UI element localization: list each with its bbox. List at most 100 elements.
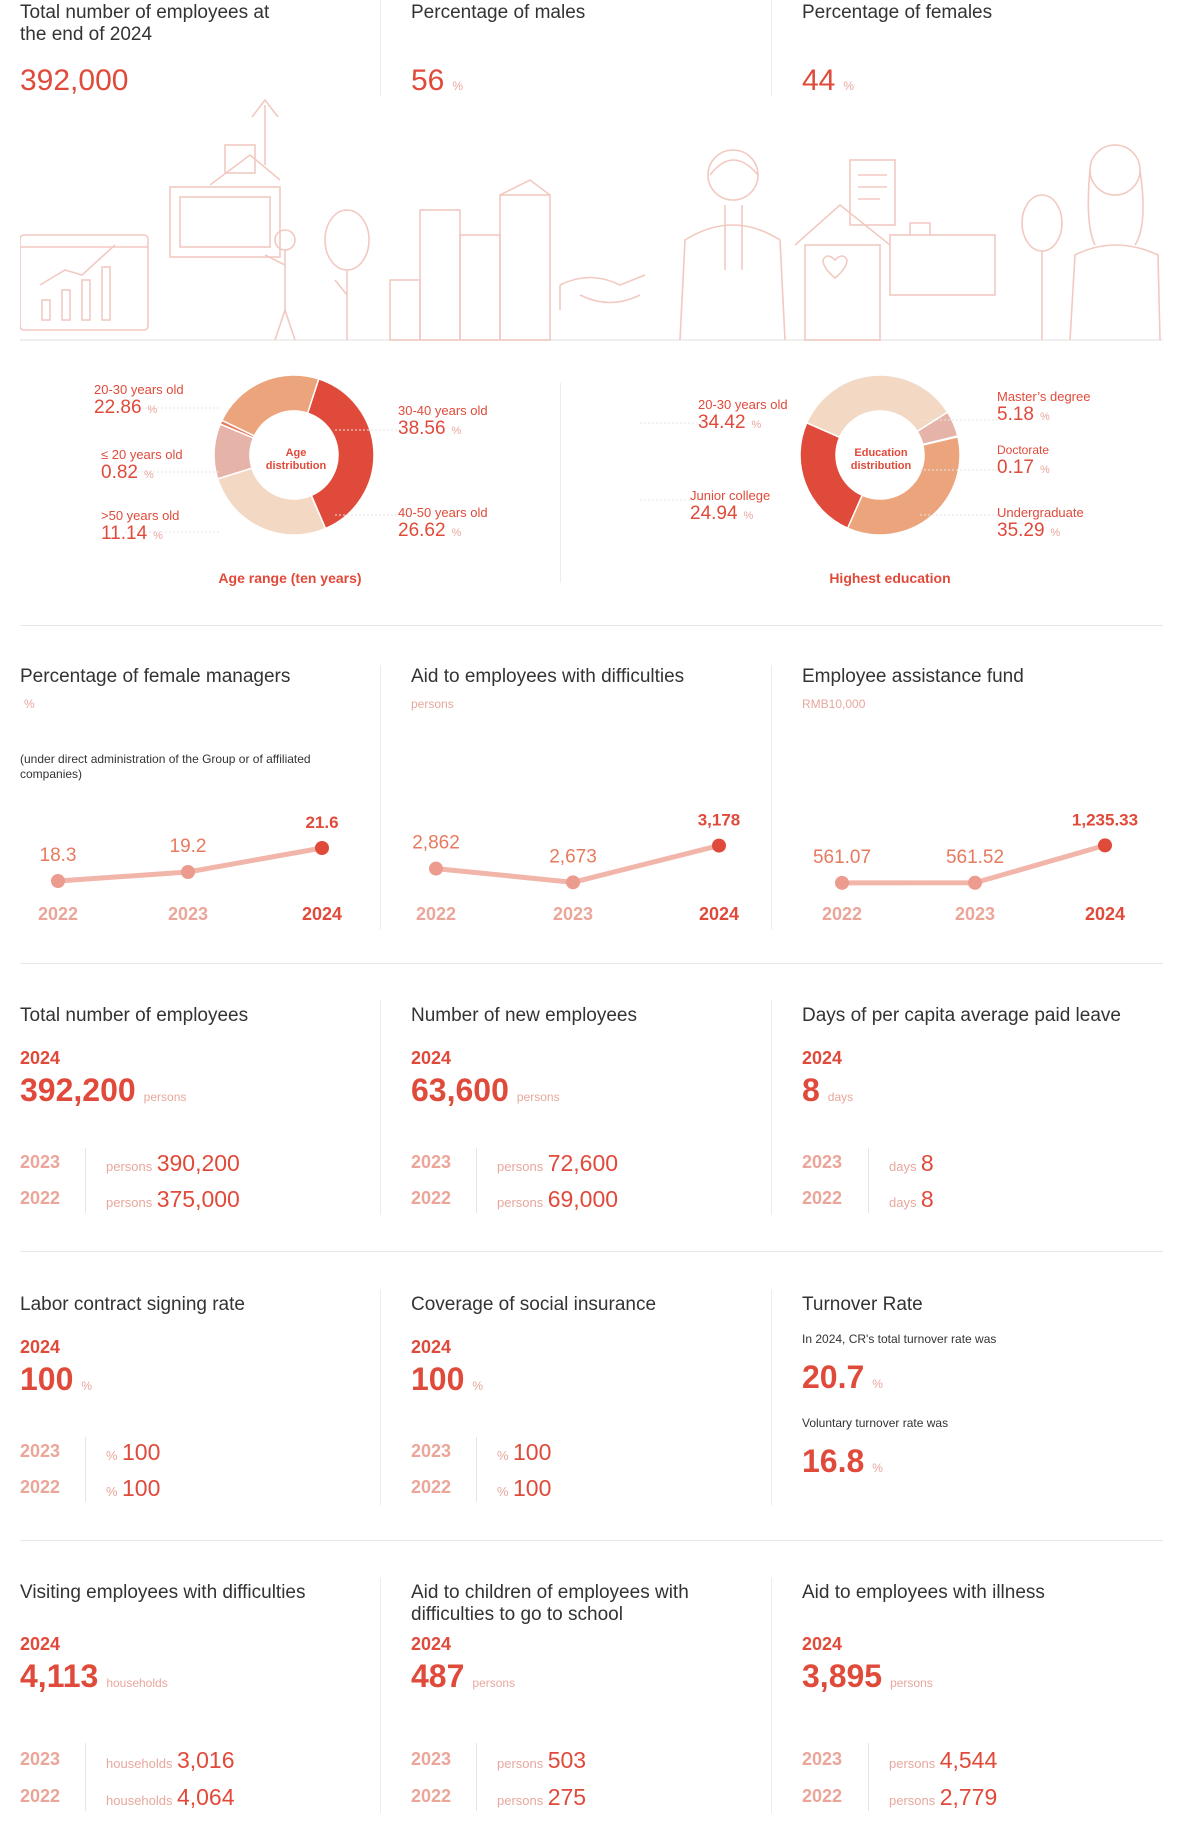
hist-year: 2023 xyxy=(411,1152,452,1172)
trend-value-label: 19.2 xyxy=(170,836,207,857)
age-over-50: >50 years old 11.14% xyxy=(101,508,180,544)
hist-year: 2023 xyxy=(20,1152,61,1172)
trend-year-label: 2023 xyxy=(553,904,593,924)
hist-year: 2023 xyxy=(20,1749,61,1769)
donut-slice xyxy=(306,377,375,530)
hist-value: persons 375,000 xyxy=(106,1186,240,1212)
total-employees-value: 392,000 xyxy=(20,64,129,97)
hist-year: 2023 xyxy=(802,1152,843,1172)
trend-point xyxy=(315,841,329,855)
trend-point xyxy=(429,861,443,876)
trend-point xyxy=(712,838,726,853)
hist-year: 2022 xyxy=(20,1477,61,1497)
age-donut xyxy=(213,374,375,536)
trend-title-assistance-fund: Employee assistance fund xyxy=(802,666,1024,687)
edu-donut-center: Education distribution xyxy=(850,447,912,472)
age-30-40: 30-40 years old 38.56% xyxy=(398,403,488,439)
workplace-illustration xyxy=(20,98,1163,341)
hist-value: % 100 xyxy=(106,1475,161,1501)
stat-aid-illness: Aid to employees with illness 2024 3,895… xyxy=(802,1582,1045,1694)
trend-year-label: 2024 xyxy=(699,904,739,924)
age-caption: Age range (ten years) xyxy=(218,570,362,586)
stat-total-employees: Total number of employees 2024 392,200 pe… xyxy=(20,1005,249,1108)
trend-value-label: 2,673 xyxy=(549,846,597,867)
hist-value: % 100 xyxy=(106,1439,161,1465)
hist-value: % 100 xyxy=(497,1439,552,1465)
donut-slice xyxy=(805,374,949,439)
trend-point xyxy=(968,875,982,890)
stat-visiting: Visiting employees with difficulties 202… xyxy=(20,1582,306,1694)
trend-point xyxy=(51,874,65,888)
hist-value: days 8 xyxy=(889,1150,934,1176)
trend-charts: 18.3 2022 19.2 2023 21.6 2024 2,862 2022 2,673 20… xyxy=(38,810,1138,924)
trend-title-female-managers: Percentage of female managers xyxy=(20,666,291,687)
trend-point xyxy=(1098,838,1112,853)
trend-value-label: 21.6 xyxy=(305,813,338,832)
trend-value-label: 2,862 xyxy=(412,833,460,854)
donut-slice xyxy=(216,467,327,536)
edu-junior-college: Junior college 24.94% xyxy=(690,488,771,524)
hist-year: 2022 xyxy=(411,1786,452,1806)
hist-value: persons 69,000 xyxy=(497,1186,619,1212)
males-stat: 56% xyxy=(411,64,464,97)
females-title: Percentage of females xyxy=(802,2,993,23)
trend-value-label: 3,178 xyxy=(698,811,741,830)
hist-year: 2022 xyxy=(802,1188,843,1208)
trend-value-label: 1,235.33 xyxy=(1072,810,1138,829)
edu-masters: Master’s degree 5.18% xyxy=(997,389,1091,425)
trend-value-label: 561.07 xyxy=(813,847,871,868)
hist-value: days 8 xyxy=(889,1186,934,1212)
stat-social-insurance: Coverage of social insurance 2024 100% xyxy=(411,1294,657,1397)
hist-year: 2023 xyxy=(411,1749,452,1769)
hist-value: % 100 xyxy=(497,1475,552,1501)
stat-labor-contract: Labor contract signing rate 2024 100% xyxy=(20,1294,245,1397)
hist-value: households 3,016 xyxy=(106,1747,235,1773)
hist-year: 2023 xyxy=(411,1441,452,1461)
trend-year-label: 2022 xyxy=(822,904,862,924)
stat-paid-leave: Days of per capita average paid leave 20… xyxy=(802,1005,1121,1108)
hist-value: households 4,064 xyxy=(106,1784,235,1810)
hist-year: 2023 xyxy=(20,1441,61,1461)
trend-point xyxy=(181,865,195,879)
edu-doctorate: Doctorate 0.17% xyxy=(997,443,1050,478)
age-20-30: 20-30 years old 22.86% xyxy=(94,382,184,418)
hist-year: 2022 xyxy=(20,1188,61,1208)
trend-year-label: 2024 xyxy=(302,904,342,924)
trend-year-label: 2022 xyxy=(416,904,456,924)
trend-year-label: 2024 xyxy=(1085,904,1125,924)
age-40-50: 40-50 years old 26.62% xyxy=(398,505,488,541)
education-donut xyxy=(799,374,961,536)
hist-year: 2022 xyxy=(411,1477,452,1497)
hist-value: persons 2,779 xyxy=(889,1784,998,1810)
trend-value-label: 561.52 xyxy=(946,847,1004,868)
stat-new-employees: Number of new employees 2024 63,600 perso… xyxy=(411,1005,637,1108)
edu-undergraduate: Undergraduate 35.29% xyxy=(997,505,1084,541)
hist-value: persons 503 xyxy=(497,1747,587,1773)
trend-value-label: 18.3 xyxy=(40,845,77,866)
trend-point xyxy=(835,875,849,890)
trend-year-label: 2023 xyxy=(168,904,208,924)
trend-unit-female-managers: % xyxy=(24,697,35,711)
hist-year: 2022 xyxy=(802,1786,843,1806)
age-under-20: ≤ 20 years old 0.82% xyxy=(101,447,183,483)
hist-value: persons 275 xyxy=(497,1784,587,1810)
trend-year-label: 2023 xyxy=(955,904,995,924)
trend-note-female-managers: (under direct administration of the Grou… xyxy=(20,752,311,781)
females-stat: 44% xyxy=(802,64,855,97)
trend-unit-assistance-fund: RMB10,000 xyxy=(802,697,866,711)
males-title: Percentage of males xyxy=(411,2,586,23)
distribution-donuts xyxy=(125,374,1000,536)
edu-20-30: 20-30 years old 34.42% xyxy=(698,397,788,433)
trend-unit-aid-difficulties: persons xyxy=(411,697,454,711)
edu-caption: Highest education xyxy=(829,570,951,586)
hist-value: persons 4,544 xyxy=(889,1747,998,1773)
donut-slice xyxy=(846,435,961,536)
hist-year: 2023 xyxy=(802,1749,843,1769)
trend-title-aid-difficulties: Aid to employees with difficulties xyxy=(411,666,685,687)
hist-value: persons 390,200 xyxy=(106,1150,240,1176)
age-donut-center: Age distribution xyxy=(265,447,327,472)
stat-aid-children: Aid to children of employees with diffic… xyxy=(411,1582,689,1694)
trend-year-label: 2022 xyxy=(38,904,78,924)
total-employees-title: Total number of employees at the end of … xyxy=(20,2,270,45)
hist-year: 2022 xyxy=(20,1786,61,1806)
